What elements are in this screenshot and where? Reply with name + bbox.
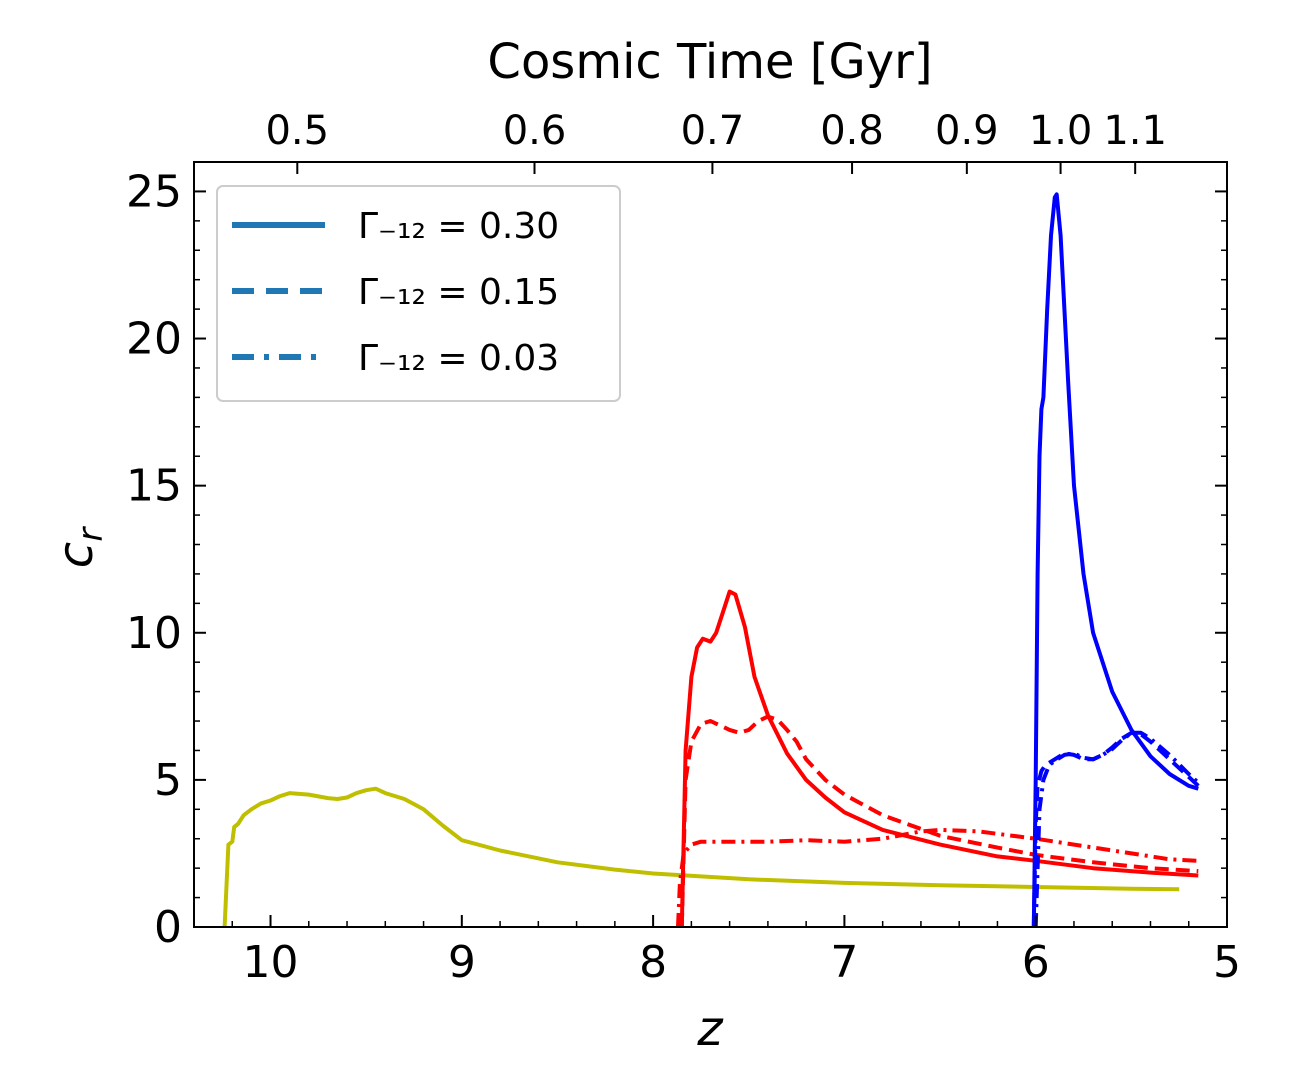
top-tick-label: 0.9: [935, 108, 999, 154]
top-tick-label: 0.6: [503, 108, 567, 154]
legend-label: Γ₋₁₂ = 0.30: [358, 206, 559, 247]
y-tick-label: 0: [154, 902, 182, 953]
y-axis-title: cr: [48, 526, 111, 568]
x-tick-label: 5: [1213, 937, 1241, 988]
y-axis-title-subscript: r: [71, 526, 111, 542]
legend-label: Γ₋₁₂ = 0.15: [358, 272, 559, 313]
top-tick-label: 0.7: [681, 108, 745, 154]
x-tick-label: 6: [1022, 937, 1050, 988]
legend-label: Γ₋₁₂ = 0.03: [358, 338, 559, 379]
y-tick-label: 5: [154, 755, 182, 806]
x-tick-label: 10: [243, 937, 299, 988]
x-tick-label: 9: [448, 937, 476, 988]
legend: Γ₋₁₂ = 0.30 Γ₋₁₂ = 0.15 Γ₋₁₂ = 0.03: [216, 185, 621, 402]
top-tick-label: 1.1: [1103, 108, 1167, 154]
x-tick-label: 8: [639, 937, 667, 988]
top-tick-label: 1.0: [1029, 108, 1093, 154]
series-line-3: [679, 714, 1199, 927]
series-line-1: [222, 786, 1180, 927]
y-axis-title-main: c: [48, 542, 104, 568]
y-tick-label: 20: [126, 314, 182, 365]
ticks-layer: 10 9 8 7 6 5 0.5 0.6 0.7 0.8 0.9 1.0 1.1 0 5 10 15 20 25: [126, 108, 1241, 988]
series-line-2: [679, 589, 1199, 927]
x-axis-title: z: [696, 1001, 724, 1057]
legend-box: [216, 185, 621, 402]
series-layer: [222, 192, 1200, 927]
y-tick-label: 15: [126, 461, 182, 512]
y-tick-label: 10: [126, 608, 182, 659]
plot-frame: [193, 161, 1228, 928]
top-tick-label: 0.5: [265, 108, 329, 154]
top-tick-label: 0.8: [820, 108, 884, 154]
top-axis-title: Cosmic Time [Gyr]: [487, 34, 932, 90]
x-tick-label: 7: [830, 937, 858, 988]
y-tick-label: 25: [126, 166, 182, 217]
series-line-5: [1031, 192, 1199, 927]
series-line-7: [1033, 730, 1200, 927]
